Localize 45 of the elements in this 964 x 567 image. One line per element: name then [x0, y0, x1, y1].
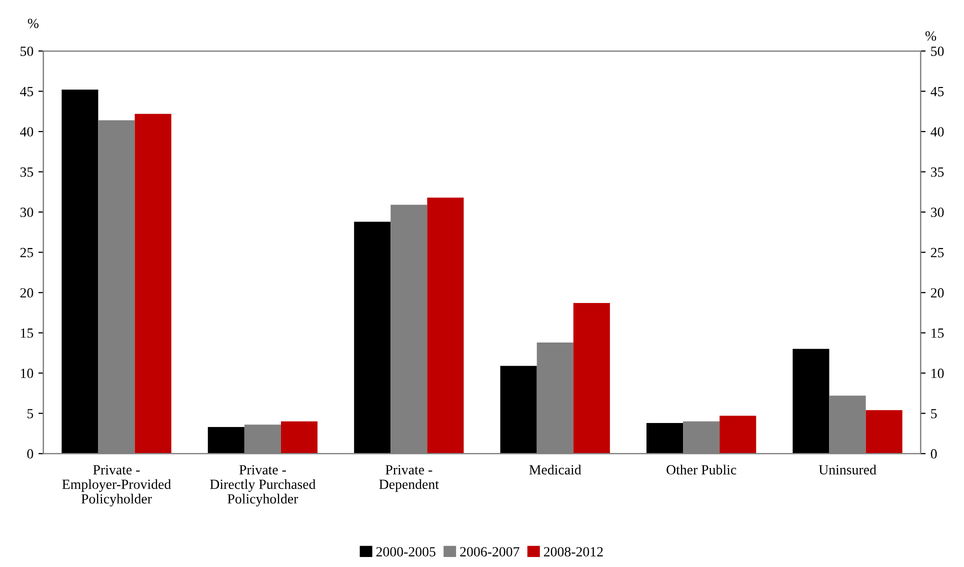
- y-tick-label: 25: [20, 248, 34, 258]
- y-tick-label: 5: [28, 409, 34, 418]
- y-tick-label: 15: [20, 328, 34, 338]
- y2-tick-label: 5: [931, 409, 937, 418]
- x-tick-label: Other Public: [666, 464, 736, 474]
- x-tick-label: Private - Employer-Provided Policyholder: [62, 465, 171, 506]
- legend-label: 2008-2012: [544, 547, 603, 556]
- x-tick-label: Private - Directly Purchased Policyholder: [210, 465, 316, 506]
- y2-tick-label: 30: [931, 208, 944, 218]
- y-tick-label: 50: [20, 46, 34, 56]
- y-tick-label: 0: [27, 449, 34, 459]
- bar: [792, 348, 830, 454]
- x-tick-label: Private - Dependent: [379, 465, 439, 492]
- x-tick-label: Uninsured: [818, 464, 876, 474]
- y2-tick-label: 20: [930, 288, 944, 298]
- y-axis-title: %: [28, 18, 39, 28]
- y-tick-label: 45: [20, 86, 34, 96]
- bar: [500, 366, 537, 454]
- y-tick-label: 35: [20, 167, 34, 177]
- legend-label: 2000-2005: [376, 547, 436, 556]
- bar: [646, 423, 684, 454]
- bar: [354, 222, 391, 454]
- bar: [208, 427, 244, 454]
- y2-tick-label: 40: [930, 127, 944, 136]
- y2-tick-label: 50: [931, 46, 944, 56]
- y2-tick-label: 45: [930, 86, 944, 96]
- y2-tick-label: 25: [930, 248, 944, 258]
- legend-label: 2006-2007: [460, 547, 520, 556]
- bar: [573, 303, 610, 454]
- y-tick-label: 40: [20, 127, 34, 136]
- bar: [134, 114, 172, 454]
- y-tick-label: 20: [20, 288, 34, 298]
- y2-tick-label: 35: [931, 167, 944, 177]
- bar: [280, 421, 318, 454]
- y2-tick-label: 15: [932, 328, 944, 338]
- bar: [62, 90, 98, 454]
- y-tick-label: 10: [20, 368, 34, 378]
- y2-tick-label: 10: [932, 368, 944, 378]
- y2-axis-title: %: [925, 31, 936, 41]
- bar: [427, 198, 464, 454]
- bar: [866, 410, 902, 454]
- bar: [720, 416, 756, 454]
- y2-tick-label: 0: [930, 449, 937, 459]
- x-tick-label: Medicaid: [529, 464, 582, 474]
- y-tick-label: 30: [20, 208, 34, 218]
